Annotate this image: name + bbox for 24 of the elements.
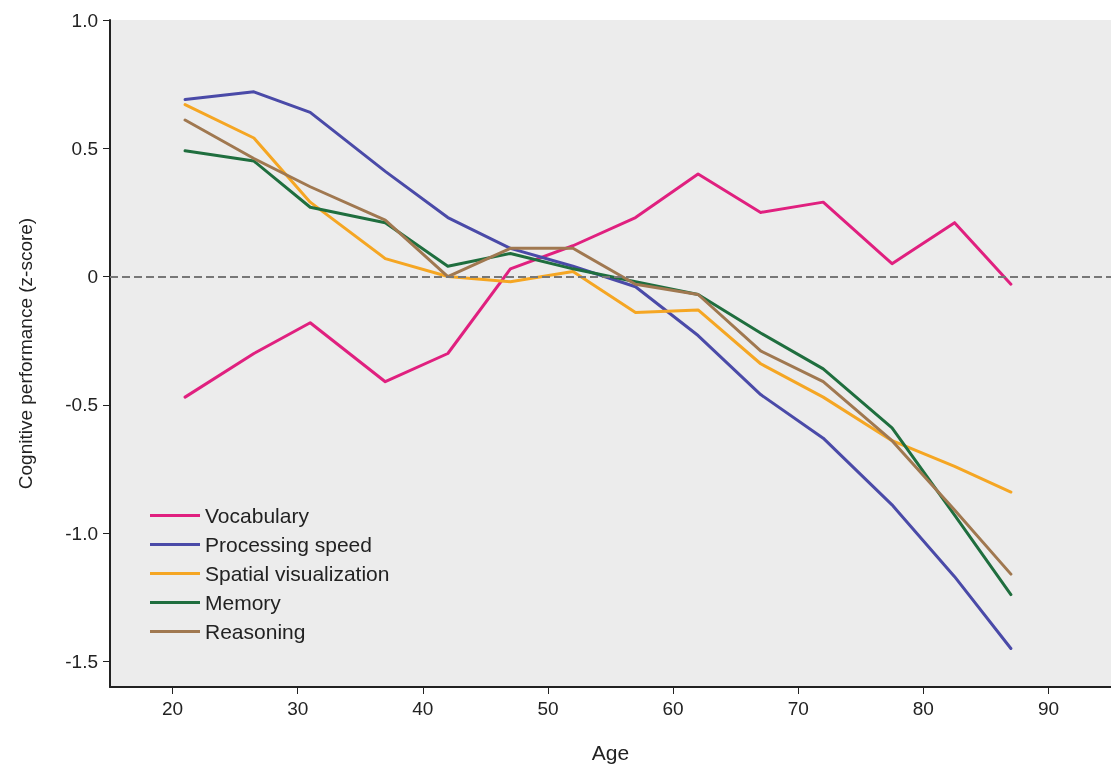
y-tick-label: 0	[87, 266, 98, 288]
legend-label: Processing speed	[205, 533, 372, 556]
y-tick-label: -1.5	[65, 650, 98, 672]
y-tick-label: -1.0	[65, 522, 98, 544]
line-series	[183, 103, 1013, 494]
line-series	[183, 90, 1013, 651]
legend-label: Reasoning	[205, 620, 306, 643]
x-tick-label: 70	[787, 698, 809, 719]
legend-label: Vocabulary	[205, 504, 310, 527]
line-series	[183, 172, 1013, 399]
legend-label: Spatial visualization	[205, 562, 390, 585]
x-tick-label: 60	[662, 698, 684, 719]
x-tick-label: 50	[537, 698, 559, 719]
y-axis-title: Cognitive performance (z-score)	[15, 217, 36, 490]
x-tick-label: 80	[912, 698, 934, 719]
x-axis-title: Age	[591, 741, 630, 764]
y-tick-label: 1.0	[71, 9, 98, 31]
y-tick-label: 0.5	[71, 137, 98, 159]
legend-label: Memory	[205, 591, 282, 614]
y-tick-label: -0.5	[65, 394, 98, 416]
x-tick-label: 40	[412, 698, 434, 719]
x-tick-label: 30	[287, 698, 309, 719]
x-tick-label: 90	[1037, 698, 1060, 719]
x-tick-label: 20	[161, 698, 184, 719]
